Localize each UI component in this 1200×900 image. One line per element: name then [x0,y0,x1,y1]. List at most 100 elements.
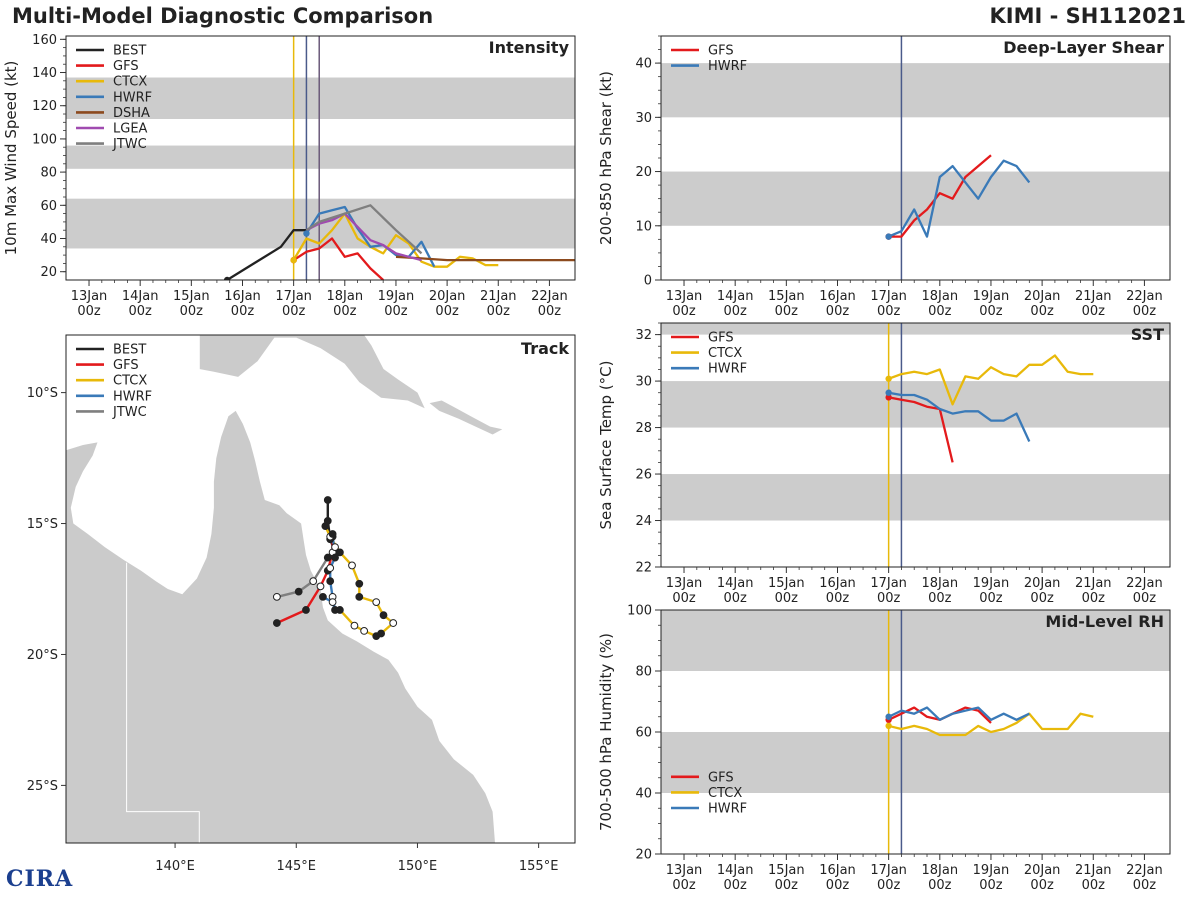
series-line-gfs [888,154,992,238]
track-point-hwrf [331,553,339,562]
track-point-jtwc [272,592,281,601]
track-point-jtwc [309,577,318,586]
init-point-best [223,276,231,280]
x-tick-label: 13Jan [666,576,703,591]
track-point-hwrf [328,598,337,606]
track-point-ctcx [372,632,381,641]
intensity-panel: 2040608010012014016013Jan00z14Jan00z15Ja… [2,33,576,319]
y-tick-label: 10°S [27,386,58,401]
x-tick-label: 00z [672,591,696,606]
x-tick-label: 14Jan [717,289,754,304]
x-tick-label: 15Jan [768,289,805,304]
x-tick-label: 00z [384,304,408,319]
x-tick-label: 19Jan [378,289,415,304]
x-tick-label: 19Jan [973,576,1010,591]
legend-label: HWRF [113,389,152,404]
x-tick-label: 20Jan [429,289,466,304]
init-point-hwrf [303,230,310,237]
x-tick-label: 00z [1133,591,1157,606]
shaded-band [66,77,575,119]
panel-frame [65,334,576,844]
panel-frame [65,35,576,281]
shaded-band [661,171,1170,226]
x-tick-label: 00z [826,591,850,606]
series-line-hwrf [305,205,436,268]
x-tick-label: 18Jan [922,576,959,591]
legend-label: LGEA [113,122,148,137]
track-point-hwrf [331,606,339,614]
x-tick-label: 22Jan [1126,576,1163,591]
y-tick-label: 120 [32,99,57,114]
x-tick-label: 155°E [519,859,559,874]
x-tick-label: 21Jan [480,289,517,304]
y-tick-label: 30 [635,111,652,126]
x-tick-label: 00z [1030,304,1054,319]
legend-label: DSHA [113,106,150,121]
track-point-jtwc [331,543,339,552]
panel-title: Deep-Layer Shear [1003,38,1164,57]
init-point-ctcx [885,722,892,730]
legend-label: HWRF [708,802,747,817]
x-tick-label: 14Jan [717,576,754,591]
x-tick-label: 00z [928,878,952,893]
track-point-hwrf [326,577,335,586]
rh-panel: 2040608010013Jan00z14Jan00z15Jan00z16Jan… [597,604,1171,893]
cira-logo: CIRA [6,866,74,892]
x-tick-label: 00z [877,878,901,893]
x-tick-label: 00z [1030,591,1054,606]
track-point-ctcx [389,619,398,627]
x-tick-label: 18Jan [922,289,959,304]
y-tick-label: 32 [635,328,652,343]
y-tick-label: 40 [40,232,57,247]
series-line-lgea [305,212,422,262]
y-tick-label: 20 [635,165,652,180]
x-tick-label: 14Jan [717,863,754,878]
x-tick-label: 19Jan [973,863,1010,878]
track-panel: 140°E 145°E 150°E 155°E 10°S 15°S 20°S 25°S Trac… [27,334,576,874]
x-tick-label: 00z [826,304,850,319]
x-tick-label: 13Jan [666,863,703,878]
x-tick-label: 00z [877,304,901,319]
y-tick-label: 20°S [27,648,58,663]
series-line-ctcx [292,212,499,268]
y-tick-label: 60 [635,726,652,741]
x-tick-label: 19Jan [973,289,1010,304]
series-line-best [226,229,307,280]
track-point-ctcx [360,626,369,635]
track-point-gfs [316,582,325,591]
track-point-jtwc [323,553,332,562]
legend-label: BEST [113,343,146,358]
land-louisiade [429,400,503,435]
panel-title: Intensity [489,38,570,57]
y-tick-label: 30 [635,375,652,390]
x-tick-label: 13Jan [666,289,703,304]
init-point-ctcx [885,375,892,382]
init-point-ctcx [290,256,297,264]
x-tick-label: 17Jan [870,863,907,878]
y-axis-label: Sea Surface Temp (°C) [597,360,615,529]
series-line-gfs [888,396,954,463]
track-point-ctcx [355,592,364,601]
track-point-ctcx [321,522,330,531]
legend-label: GFS [708,331,734,346]
x-tick-label: 20Jan [1024,576,1061,591]
series-line-dsha [395,255,575,262]
series-line-gfs [292,237,384,280]
x-tick-label: 00z [723,878,747,893]
y-tick-label: 80 [40,166,57,181]
x-tick-label: 00z [979,304,1003,319]
series-line-ctcx [888,354,1094,406]
x-tick-label: 18Jan [922,863,959,878]
shaded-band [66,145,575,169]
land-australia [66,410,495,843]
legend-label: JTWC [112,137,147,152]
y-tick-label: 0 [644,274,652,289]
plot-area [661,323,1170,567]
shaded-band [661,474,1170,521]
y-tick-label: 140 [32,66,57,81]
x-tick-label: 00z [333,304,357,319]
x-tick-label: 16Jan [819,863,856,878]
track-point-ctcx [355,579,364,588]
y-tick-label: 25°S [27,779,58,794]
y-tick-label: 80 [635,665,652,680]
